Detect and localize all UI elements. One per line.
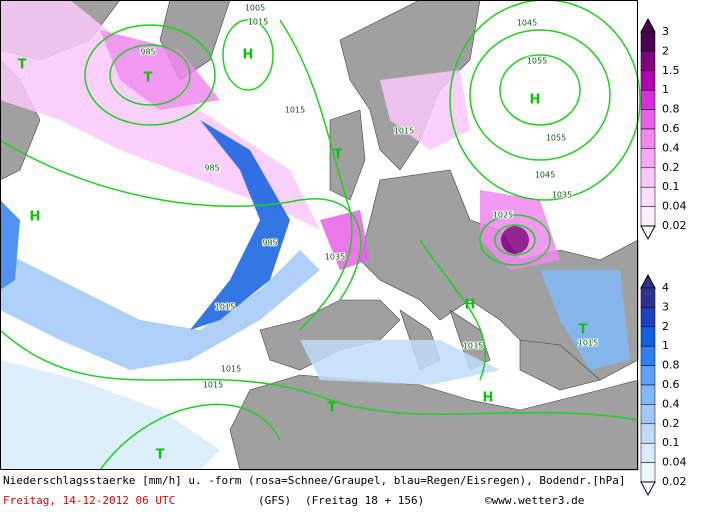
legend-swatch xyxy=(640,326,656,347)
legend-label: 0.04 xyxy=(662,456,687,469)
legend-label: 0.1 xyxy=(662,180,680,193)
legend-swatch xyxy=(640,404,656,425)
legend-arrow-bottom xyxy=(640,481,656,497)
isobar-label: 985 xyxy=(140,48,155,57)
legend-swatch xyxy=(640,423,656,444)
legend-label: 0.4 xyxy=(662,397,680,410)
date: Freitag, 14-12-2012 06 UTC xyxy=(3,494,175,507)
legend-label: 3 xyxy=(662,25,669,38)
legend-arrow-bottom xyxy=(640,225,656,241)
legend-swatch xyxy=(640,51,656,72)
legend-label: 4 xyxy=(662,281,669,294)
legend-label: 0.6 xyxy=(662,378,680,391)
map-labels: H H H H H T T T T T T 1005 1015 1045 1055 985 985 985 1015… xyxy=(18,3,600,463)
isobar-label: 1045 xyxy=(517,19,537,28)
pressure-center: H xyxy=(30,210,41,225)
isobar-label: 1025 xyxy=(493,211,513,220)
isobar-label: 1015 xyxy=(203,381,223,390)
caption: Niederschlagsstaerke [mm/h] u. -form (ro… xyxy=(3,474,626,507)
pressure-center: T xyxy=(579,323,588,338)
isobar-label: 1015 xyxy=(285,106,305,115)
legend-label: 0.8 xyxy=(662,359,680,372)
pressure-center: T xyxy=(328,401,337,416)
pressure-center: T xyxy=(334,148,343,163)
pressure-center: H xyxy=(465,298,476,313)
legends: 3 2 1.5 1 0.8 0.6 0.4 0.2 0.1 0.04 0.02 4 3 2 1 0.8 0.6 0… xyxy=(640,17,687,497)
isobar-label: 1015 xyxy=(215,303,235,312)
legend-swatch xyxy=(640,109,656,130)
legend-swatch xyxy=(640,307,656,328)
legend-label: 3 xyxy=(662,300,669,313)
isobar-label: 1055 xyxy=(546,134,566,143)
legend-swatch xyxy=(640,287,656,308)
map-frame xyxy=(0,0,638,470)
pressure-center: H xyxy=(530,93,541,108)
legend-label: 0.02 xyxy=(662,219,687,232)
isobar-label: 1035 xyxy=(463,342,483,351)
isobars xyxy=(0,0,641,471)
legend-swatch xyxy=(640,186,656,207)
pressure-center: T xyxy=(144,71,153,86)
legend-swatch xyxy=(640,70,656,91)
pressure-center: T xyxy=(18,58,27,73)
isobar-label: 985 xyxy=(204,164,219,173)
legend-label: 2 xyxy=(662,44,669,57)
legend-label: 1.5 xyxy=(662,64,680,77)
legend-swatch xyxy=(640,384,656,405)
map: H H H H H T T T T T T 1005 1015 1045 1055 985 985 985 1015… xyxy=(0,0,641,471)
legend-label: 0.2 xyxy=(662,417,680,430)
legend-swatch xyxy=(640,167,656,188)
legend-swatch xyxy=(640,365,656,386)
legend-swatch xyxy=(640,345,656,366)
pressure-center: H xyxy=(483,391,494,406)
legend-label: 2 xyxy=(662,320,669,333)
land xyxy=(0,0,639,471)
model: (GFS) xyxy=(258,494,291,507)
isobar-label: 1035 xyxy=(552,191,572,200)
legend-label: 0.4 xyxy=(662,141,680,154)
legend-label: 0.04 xyxy=(662,200,687,213)
isobar-label: 1035 xyxy=(325,253,345,262)
rain-areas xyxy=(0,120,630,470)
legend-label: 1 xyxy=(662,339,669,352)
legend-label: 0.1 xyxy=(662,436,680,449)
legend-label: 0.02 xyxy=(662,475,687,488)
isobar-label: 985 xyxy=(262,239,277,248)
legend-label: 0.2 xyxy=(662,161,680,174)
legend-swatch xyxy=(640,31,656,52)
legend-swatch xyxy=(640,442,656,463)
pressure-center: T xyxy=(156,448,165,463)
isobar-label: 1045 xyxy=(535,171,555,180)
legend-swatch xyxy=(640,206,656,227)
isobar-label: 1015 xyxy=(578,339,598,348)
legend-label: 0.6 xyxy=(662,122,680,135)
legend-swatch xyxy=(640,462,656,483)
isobar-label: 1015 xyxy=(394,127,414,136)
legend-swatch xyxy=(640,89,656,110)
credit: ©www.wetter3.de xyxy=(485,494,584,507)
isobar-label: 1015 xyxy=(221,365,241,374)
caption-line: Niederschlagsstaerke [mm/h] u. -form (ro… xyxy=(3,474,626,487)
isobar-label: 1005 xyxy=(245,4,265,13)
legend-swatch xyxy=(640,128,656,149)
legend-label: 0.8 xyxy=(662,103,680,116)
isobar-label: 1055 xyxy=(527,57,547,66)
legend-swatch xyxy=(640,148,656,169)
run: (Freitag 18 + 156) xyxy=(305,494,424,507)
pressure-center: H xyxy=(243,48,254,63)
legend-label: 1 xyxy=(662,83,669,96)
isobar-label: 1015 xyxy=(248,18,268,27)
